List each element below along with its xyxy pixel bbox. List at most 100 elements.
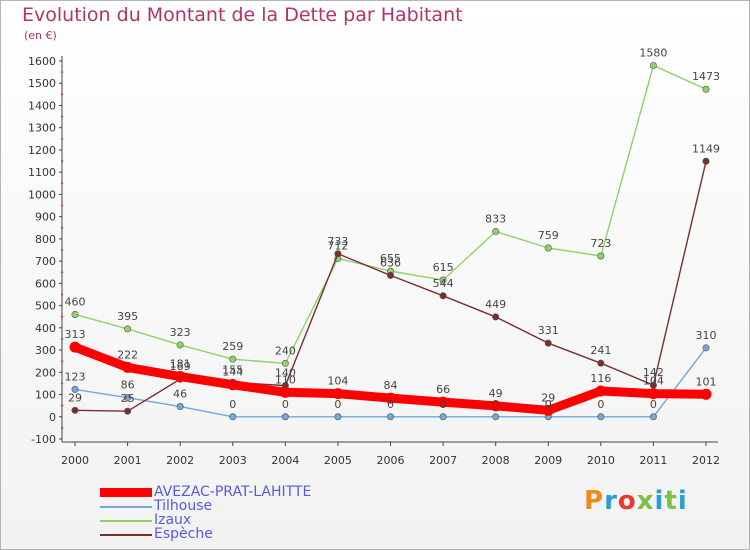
data-point <box>439 276 447 284</box>
data-label: 615 <box>433 261 454 274</box>
data-label: 86 <box>121 379 135 392</box>
data-point <box>544 244 552 252</box>
legend-label-espeche: Espèche <box>154 526 213 542</box>
data-point <box>597 359 605 367</box>
y-minor-tick <box>60 271 64 274</box>
data-point <box>334 250 342 258</box>
y-tick-label: 500 <box>35 300 56 313</box>
chart-title: Evolution du Montant de la Dette par Hab… <box>22 4 463 26</box>
data-label: 49 <box>489 387 503 400</box>
data-label: 240 <box>275 344 296 357</box>
legend-swatch-espeche <box>100 534 152 536</box>
data-label: 25 <box>121 392 135 405</box>
data-point <box>281 413 289 421</box>
data-point <box>595 385 607 397</box>
data-label: 759 <box>538 229 559 242</box>
data-point <box>227 379 239 391</box>
data-label: 142 <box>643 366 664 379</box>
data-point <box>332 388 344 400</box>
x-tick-label: 2008 <box>482 454 510 467</box>
data-label: 310 <box>696 329 717 342</box>
y-minor-tick <box>60 93 64 96</box>
data-label: 636 <box>380 256 401 269</box>
data-label: 140 <box>275 367 296 380</box>
y-tick-label: 600 <box>35 277 56 290</box>
data-point <box>229 355 237 363</box>
x-tick-label: 2010 <box>587 454 615 467</box>
y-tick-label: 800 <box>35 233 56 246</box>
y-tick-label: 700 <box>35 255 56 268</box>
logo-letter: x <box>636 486 655 516</box>
legend-label-avezac: AVEZAC-PRAT-LAHITTE <box>154 484 312 500</box>
data-label: 0 <box>229 398 236 411</box>
proxiti-logo: Proxiti <box>584 486 688 516</box>
data-point <box>281 359 289 367</box>
data-label: 0 <box>650 398 657 411</box>
y-tick-label: -100 <box>31 433 56 446</box>
data-label: 0 <box>334 398 341 411</box>
y-tick-label: 1600 <box>28 55 56 68</box>
x-tick-label: 2012 <box>692 454 720 467</box>
data-point <box>71 406 79 414</box>
y-tick-label: 400 <box>35 322 56 335</box>
x-tick-label: 2009 <box>534 454 562 467</box>
legend-label-izaux: Izaux <box>154 512 192 528</box>
data-label: 833 <box>485 213 506 226</box>
data-point <box>492 228 500 236</box>
y-minor-tick <box>60 382 64 385</box>
data-label: 544 <box>433 277 454 290</box>
x-tick-label: 2011 <box>639 454 667 467</box>
data-point <box>702 157 710 165</box>
data-label: 104 <box>643 375 664 388</box>
y-tick-label: 200 <box>35 366 56 379</box>
data-label: 241 <box>590 344 611 357</box>
data-label: 155 <box>222 363 243 376</box>
y-minor-tick <box>60 404 64 407</box>
data-point <box>229 413 237 421</box>
data-point <box>490 400 502 412</box>
logo-letter: i <box>654 486 665 516</box>
data-label: 395 <box>117 310 138 323</box>
y-tick-label: 1500 <box>28 77 56 90</box>
legend-swatch-izaux <box>100 520 152 522</box>
x-tick-label: 2001 <box>114 454 142 467</box>
data-point <box>71 310 79 318</box>
y-tick-label: 900 <box>35 211 56 224</box>
data-point <box>544 339 552 347</box>
data-label: 655 <box>380 252 401 265</box>
data-point <box>597 252 605 260</box>
data-label: 0 <box>545 398 552 411</box>
data-point <box>69 341 81 353</box>
data-label: 0 <box>492 398 499 411</box>
data-point <box>439 413 447 421</box>
x-tick-label: 2007 <box>429 454 457 467</box>
data-label: 1149 <box>692 142 720 155</box>
y-minor-tick <box>60 293 64 296</box>
data-label: 123 <box>65 370 86 383</box>
data-point <box>176 403 184 411</box>
logo-letter: i <box>677 486 688 516</box>
data-label: 104 <box>327 375 348 388</box>
data-point <box>649 61 657 69</box>
data-point <box>700 388 712 400</box>
data-point <box>174 371 186 383</box>
data-point <box>702 85 710 93</box>
data-point <box>122 361 134 373</box>
legend-swatch-avezac <box>100 488 152 497</box>
data-point <box>492 313 500 321</box>
data-label: 323 <box>170 326 191 339</box>
data-label: 181 <box>170 358 191 371</box>
data-label: 712 <box>327 239 348 252</box>
y-minor-tick <box>60 426 64 429</box>
data-label: 723 <box>590 237 611 250</box>
y-tick-label: 100 <box>35 389 56 402</box>
data-point <box>386 413 394 421</box>
data-point <box>702 344 710 352</box>
y-tick-label: 300 <box>35 344 56 357</box>
legend-swatch-tilhouse <box>100 506 152 508</box>
y-tick-label: 1000 <box>28 188 56 201</box>
y-minor-tick <box>60 137 64 140</box>
y-minor-tick <box>60 337 64 341</box>
